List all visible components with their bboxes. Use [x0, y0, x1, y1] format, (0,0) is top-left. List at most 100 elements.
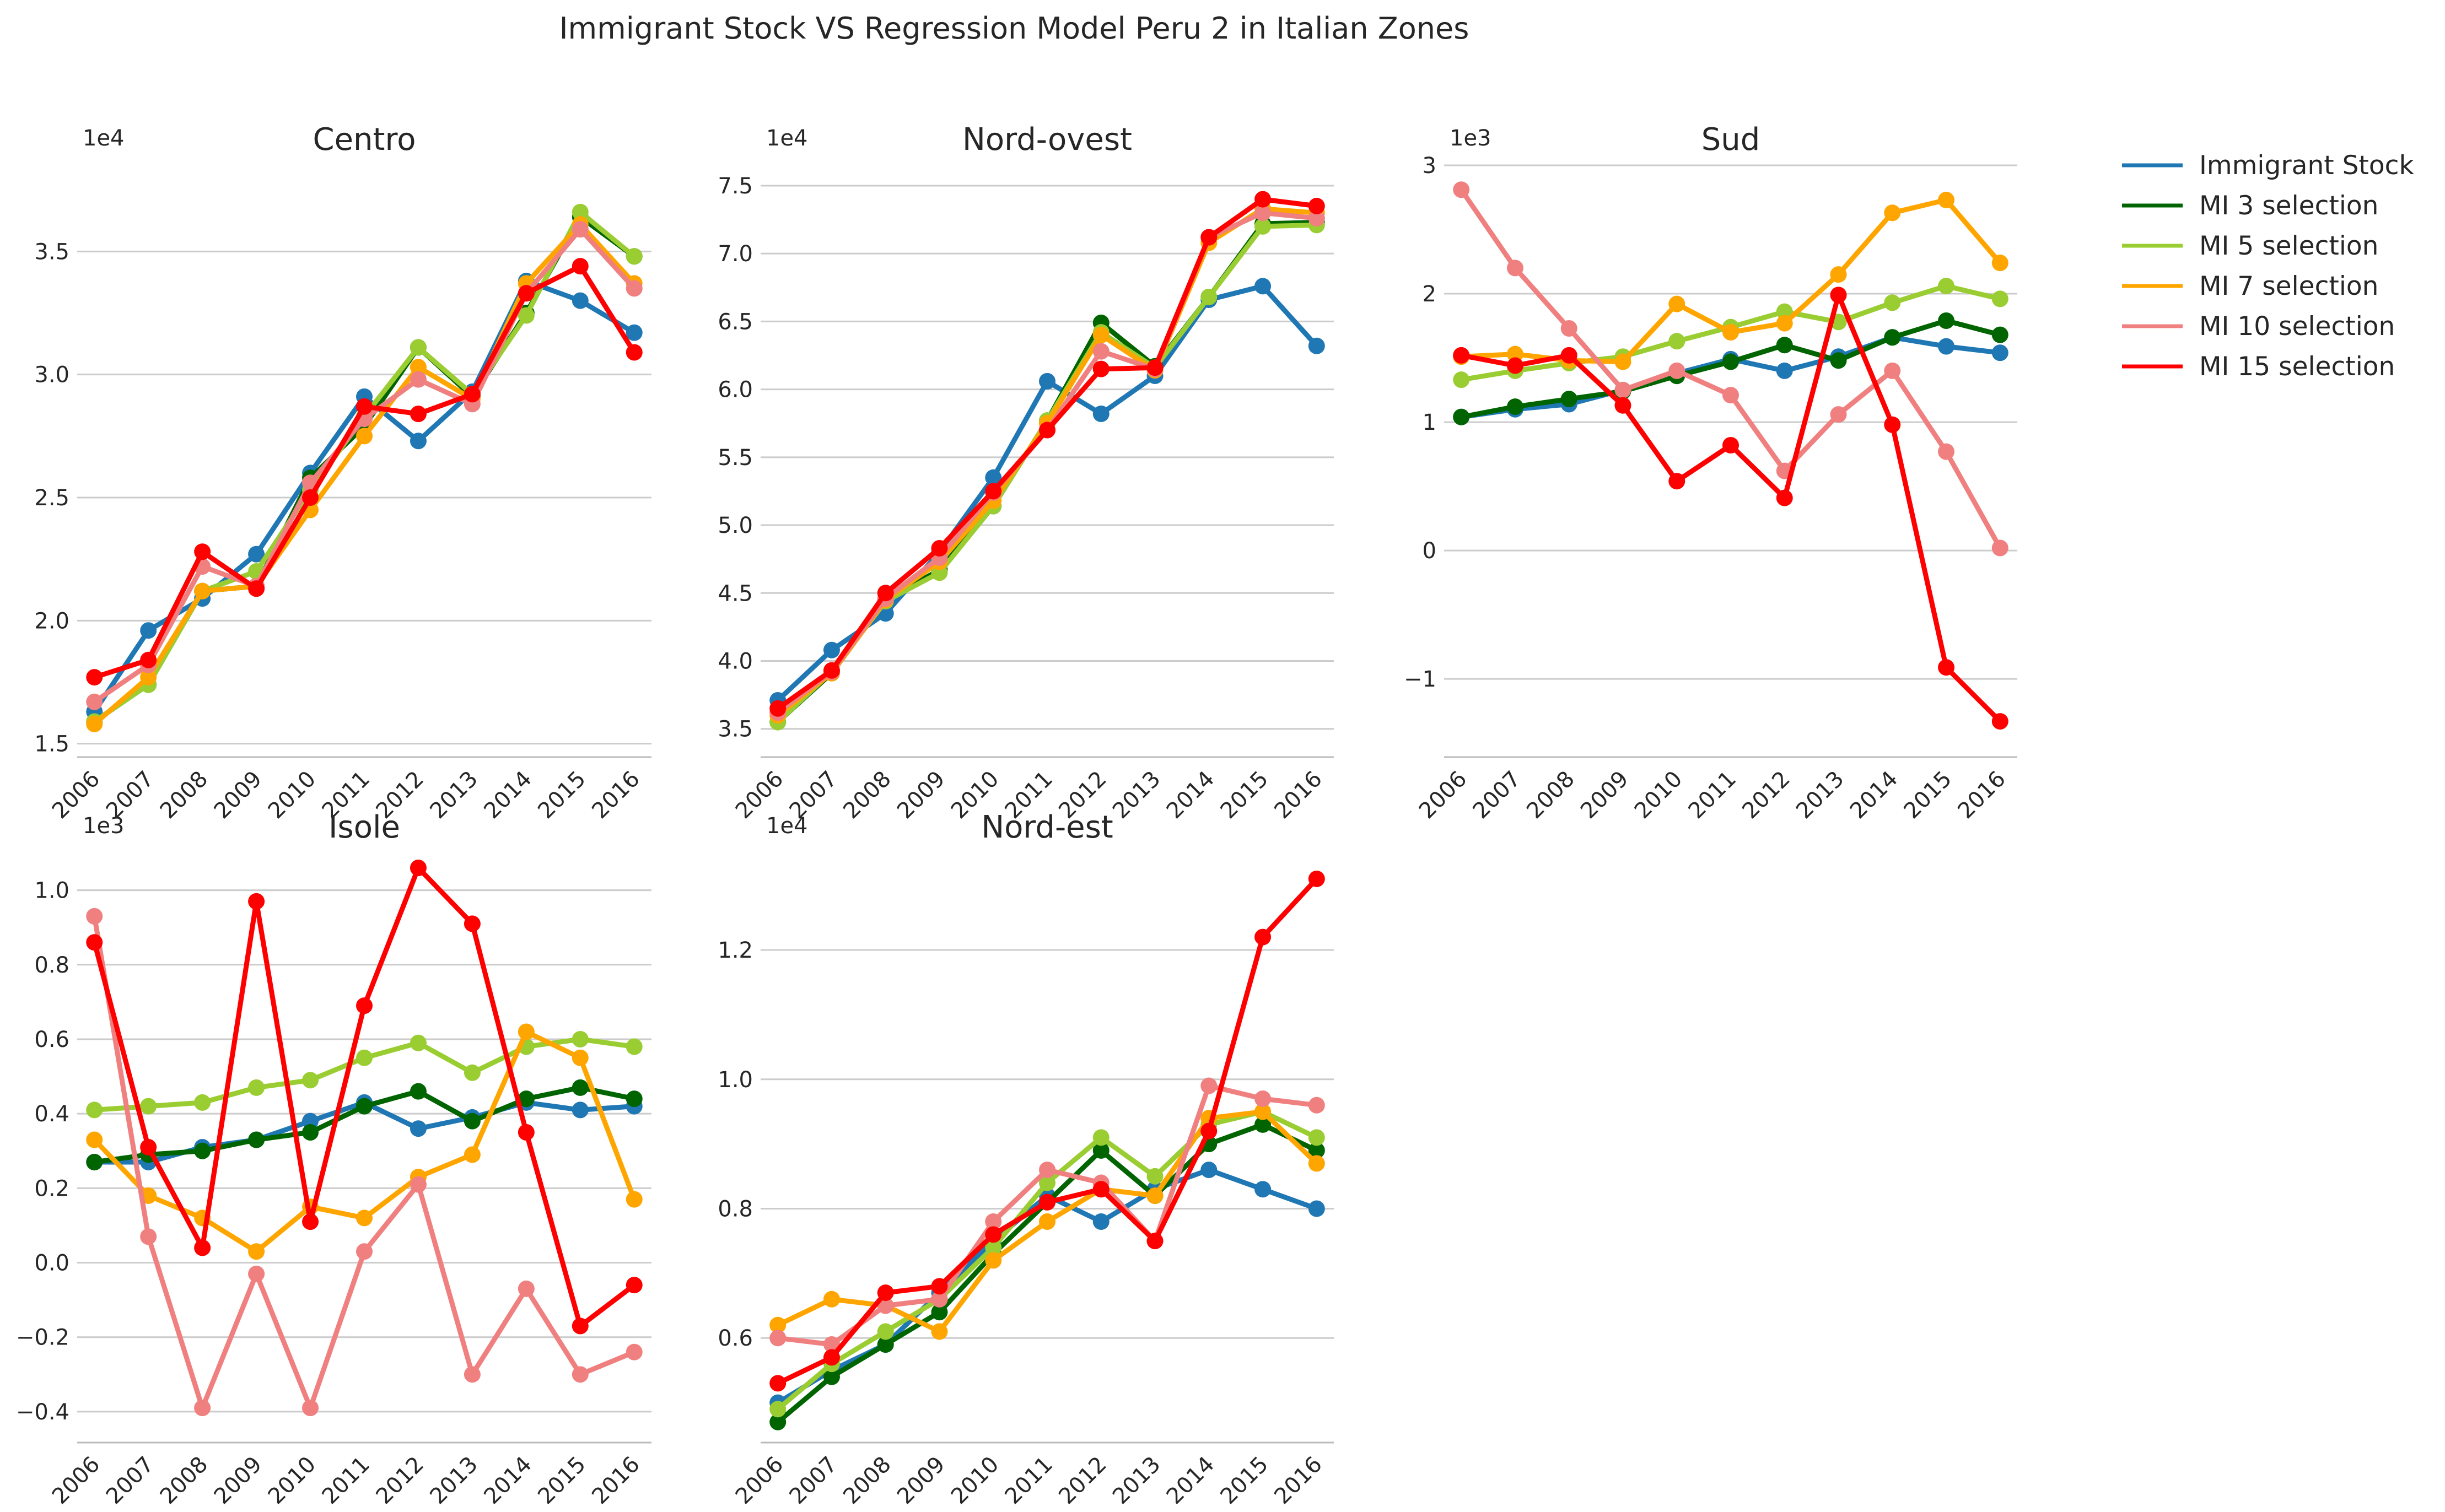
- y-tick-label: 6.5: [718, 309, 753, 334]
- x-tick-label: 2009: [209, 766, 267, 824]
- data-point: [464, 1146, 481, 1163]
- data-point: [464, 915, 481, 932]
- data-point: [572, 1030, 589, 1047]
- figure-title: Immigrant Stock VS Regression Model Peru…: [559, 11, 1469, 46]
- data-point: [86, 1131, 103, 1148]
- series-mi-15-selection: [1453, 287, 2008, 730]
- subplot-title: Isole: [328, 809, 400, 845]
- scale-offset-label: 1e4: [83, 126, 125, 151]
- data-point: [518, 1090, 535, 1108]
- data-point: [572, 258, 589, 275]
- y-tick-label: 3.5: [718, 717, 753, 742]
- data-point: [1200, 289, 1218, 306]
- data-point: [1092, 1129, 1110, 1146]
- data-point: [86, 715, 103, 732]
- y-tick-label: 0.6: [34, 1027, 69, 1052]
- x-tick-label: 2006: [1414, 766, 1472, 824]
- data-point: [877, 1336, 894, 1353]
- data-point: [1200, 1077, 1218, 1094]
- data-point: [1200, 1162, 1218, 1179]
- data-point: [626, 1343, 643, 1360]
- subplot-title: Centro: [313, 122, 416, 158]
- data-point: [626, 248, 643, 265]
- data-point: [1776, 315, 1793, 332]
- data-point: [931, 1304, 948, 1321]
- data-point: [1506, 357, 1523, 374]
- data-point: [823, 641, 840, 658]
- data-point: [410, 406, 427, 423]
- data-point: [1146, 1168, 1164, 1185]
- y-tick-label: 2.5: [34, 485, 69, 511]
- x-tick-label: 2014: [1162, 1452, 1220, 1510]
- data-point: [1560, 320, 1577, 337]
- y-tick-label: 5.5: [718, 445, 753, 471]
- y-tick-label: 0.4: [34, 1101, 69, 1127]
- x-tick-label: 2007: [101, 1452, 159, 1510]
- data-point: [1254, 928, 1272, 946]
- subplot-title: Nord-ovest: [962, 122, 1132, 158]
- data-point: [985, 1252, 1002, 1269]
- data-point: [1039, 372, 1055, 390]
- data-point: [1938, 659, 1955, 676]
- x-tick-label: 2008: [838, 1452, 896, 1510]
- data-point: [1991, 539, 2008, 557]
- data-point: [140, 622, 157, 639]
- data-point: [248, 1243, 265, 1260]
- data-point: [464, 1366, 481, 1383]
- series-mi-10-selection: [86, 908, 643, 1417]
- data-point: [86, 934, 103, 951]
- subplot-title: Sud: [1701, 122, 1760, 158]
- data-point: [1938, 278, 1955, 295]
- x-tick-label: 2014: [479, 766, 537, 824]
- data-point: [140, 1139, 157, 1155]
- data-point: [1308, 210, 1325, 227]
- y-tick-label: 1.2: [718, 938, 753, 963]
- y-tick-label: 3.0: [34, 363, 69, 388]
- data-point: [985, 1239, 1002, 1256]
- y-tick-label: 0.8: [718, 1196, 753, 1222]
- scale-offset-label: 1e3: [1450, 126, 1491, 151]
- plot-area: [1453, 181, 2008, 730]
- y-tick-label: 3.5: [34, 239, 69, 264]
- data-point: [410, 1083, 427, 1100]
- data-point: [626, 280, 643, 297]
- data-point: [518, 307, 535, 324]
- plot-area: [769, 870, 1325, 1430]
- data-point: [572, 1079, 589, 1096]
- y-tick-label: 7.0: [718, 241, 753, 267]
- data-point: [410, 1120, 427, 1137]
- series-mi-15-selection: [86, 860, 643, 1335]
- x-tick-label: 2008: [155, 766, 213, 824]
- data-point: [769, 1330, 787, 1347]
- data-point: [626, 1038, 643, 1055]
- series-mi-5-selection: [769, 1103, 1325, 1418]
- data-point: [1092, 1142, 1110, 1159]
- series-mi-5-selection: [86, 203, 643, 730]
- data-point: [1884, 204, 1901, 222]
- data-point: [140, 669, 157, 686]
- data-point: [194, 1142, 211, 1159]
- data-point: [1668, 473, 1685, 490]
- series-line: [775, 220, 1320, 725]
- x-tick-label: 2016: [1269, 766, 1327, 824]
- x-tick-label: 2010: [1630, 766, 1688, 824]
- legend-entry-mi-3-selection: MI 3 selection: [2122, 191, 2378, 221]
- data-point: [1092, 1181, 1110, 1198]
- data-point: [931, 1323, 948, 1340]
- data-point: [1308, 1097, 1325, 1114]
- data-point: [1991, 344, 2008, 361]
- data-point: [1092, 1213, 1110, 1230]
- data-point: [626, 1191, 643, 1208]
- data-point: [194, 1239, 211, 1256]
- data-point: [572, 203, 589, 220]
- x-tick-label: 2008: [838, 766, 896, 824]
- data-point: [1991, 255, 2008, 272]
- x-tick-label: 2006: [731, 1452, 789, 1510]
- legend: Immigrant Stock MI 3 selection MI 5 select…: [2122, 150, 2414, 382]
- data-point: [140, 1098, 157, 1115]
- legend-entry-mi-10-selection: MI 10 selection: [2122, 311, 2395, 342]
- data-point: [1722, 437, 1739, 454]
- x-tick-label: 2009: [209, 1452, 267, 1510]
- data-point: [140, 651, 157, 668]
- x-tick-label: 2012: [1737, 766, 1795, 824]
